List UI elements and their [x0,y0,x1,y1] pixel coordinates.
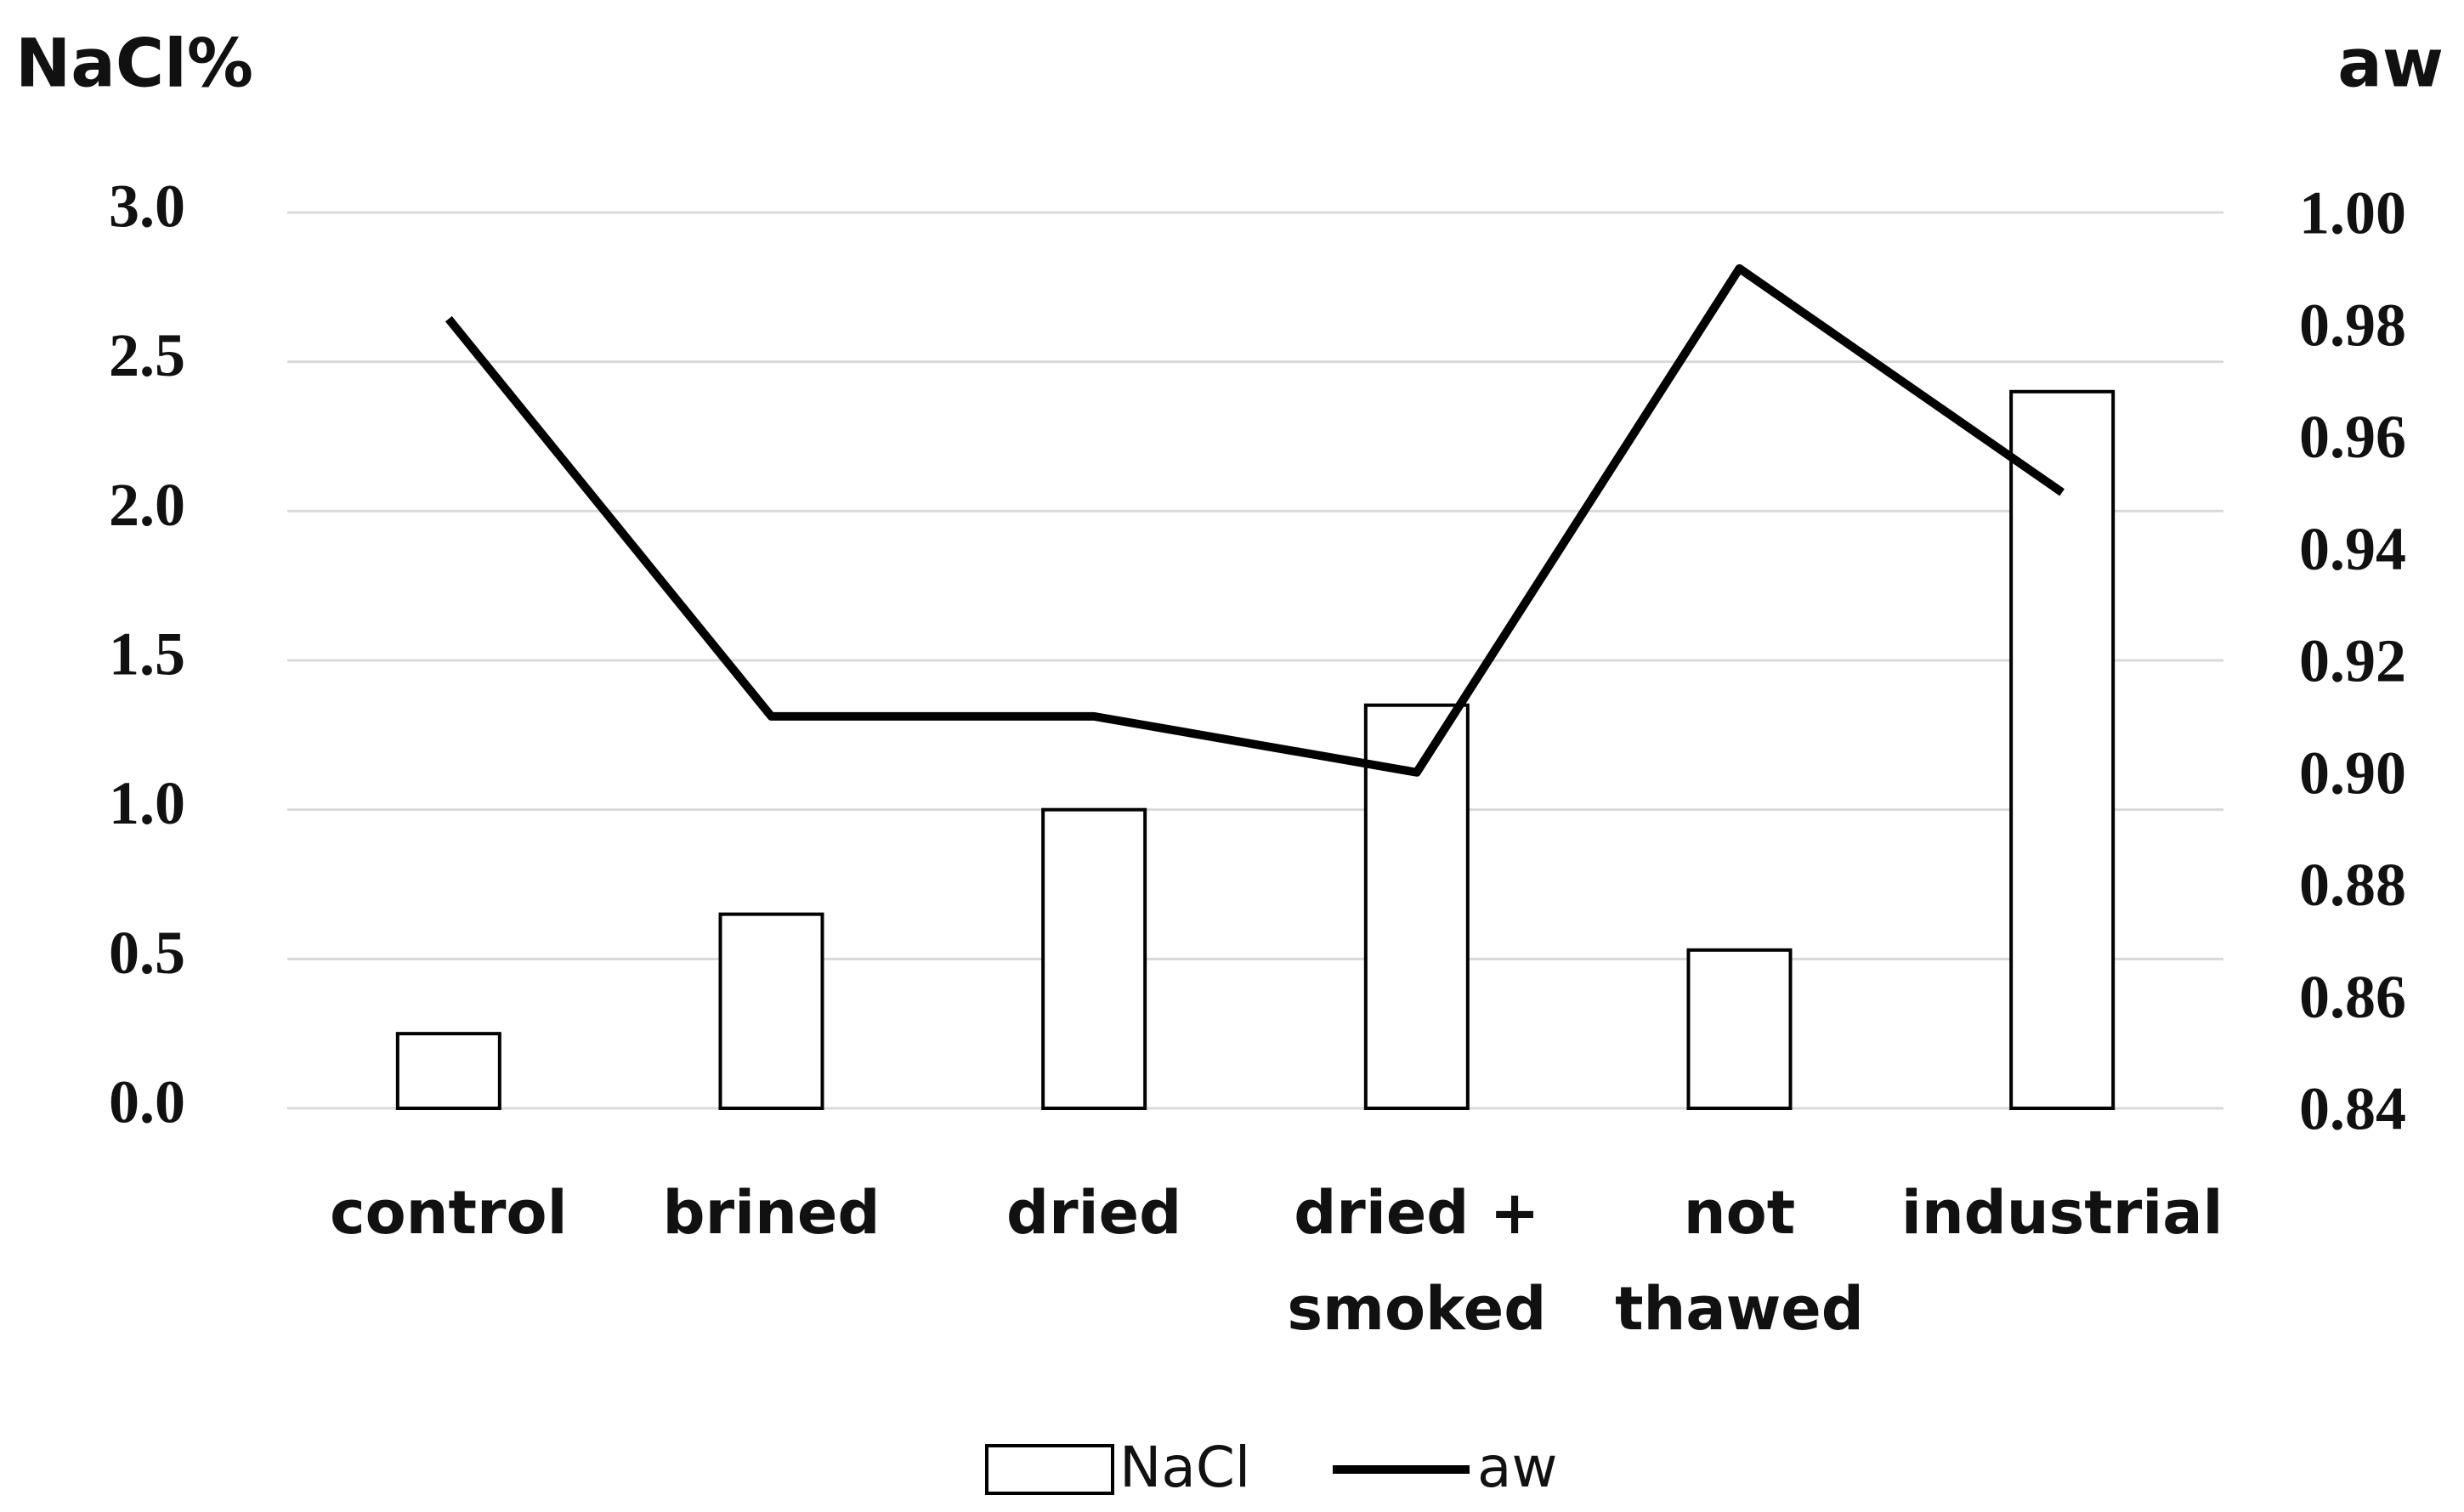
x-tick-label: dried + smoked [1287,1178,1547,1344]
y2-tick-label: 0.84 [2299,1075,2406,1143]
bar [2009,389,2116,1110]
y-tick-label: 1.5 [109,620,185,688]
y-tick-label: 3.0 [109,173,185,241]
x-tick-label: industrial [1900,1178,2223,1248]
y-tick-label: 2.0 [109,471,185,539]
x-tick-label: not thawed [1615,1178,1864,1344]
y-tick-label: 2.5 [109,321,185,389]
y2-axis-title: aw [2337,25,2444,102]
y-tick-label: 1.0 [109,769,185,837]
line [445,263,2065,777]
y2-tick-label: 0.94 [2299,515,2406,583]
y2-tick-label: 0.96 [2299,403,2406,471]
y-tick-label: 0.0 [109,1068,185,1136]
x-tick-label: control [330,1178,568,1248]
bar [1041,807,1147,1111]
bar [718,912,824,1110]
y-axis-title: NaCl% [15,25,253,102]
x-tick-label: brined [662,1178,881,1248]
y-tick-label: 0.5 [109,919,185,987]
legend-swatch [985,1444,1114,1495]
y2-tick-label: 1.00 [2299,179,2406,247]
bar [395,1032,501,1110]
y2-tick-label: 0.86 [2299,963,2406,1031]
bar [1686,948,1793,1110]
legend-label: NaCl [1119,1435,1250,1500]
y2-tick-label: 0.98 [2299,291,2406,359]
x-tick-label: dried [1006,1178,1182,1248]
legend-label: aw [1477,1435,1557,1500]
y2-tick-label: 0.88 [2299,851,2406,919]
y2-tick-label: 0.90 [2299,739,2406,807]
y2-tick-label: 0.92 [2299,627,2406,695]
